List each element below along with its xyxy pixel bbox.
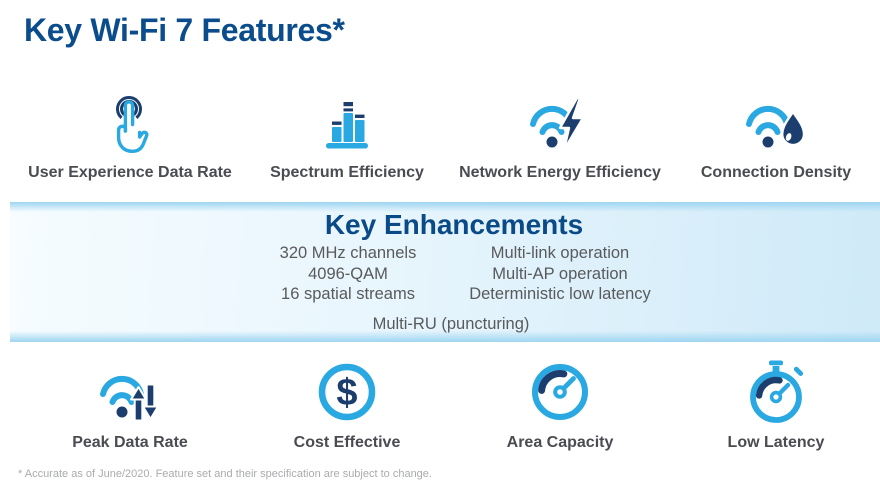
wifi-lightning-icon [530, 96, 585, 152]
wifi-drop-icon [746, 105, 806, 148]
feature-low-latency: Low Latency [666, 352, 880, 452]
dollar-circle-icon: $ [318, 363, 376, 421]
feature-user-experience-data-rate: User Experience Data Rate [20, 82, 240, 182]
dollar-glyph: $ [336, 372, 357, 414]
enhancements-columns: 320 MHz channels 4096-QAM 16 spatial str… [19, 243, 880, 305]
feature-area-capacity: Area Capacity [450, 352, 670, 452]
feature-connection-density: Connection Density [666, 82, 880, 182]
enhancement-item: 4096-QAM [308, 264, 388, 283]
page-title: Key Wi-Fi 7 Features* [24, 12, 345, 48]
enhancement-item: 16 spatial streams [281, 285, 415, 303]
footnote: * Accurate as of June/2020. Feature set … [18, 468, 432, 480]
feature-spectrum-efficiency: Spectrum Efficiency [237, 82, 457, 182]
feature-label: Cost Effective [293, 434, 401, 451]
feature-label: Low Latency [727, 434, 825, 451]
stopwatch-icon [750, 360, 804, 423]
feature-label: Spectrum Efficiency [270, 164, 424, 181]
feature-network-energy-efficiency: Network Energy Efficiency [450, 82, 670, 182]
enhancements-left-column: 320 MHz channels 4096-QAM 16 spatial str… [242, 243, 454, 305]
gauge-icon [532, 364, 588, 420]
feature-label: Peak Data Rate [72, 434, 188, 451]
enhancements-right-column: Multi-link operation Multi-AP operation … [454, 243, 666, 305]
enhancement-item: Multi-AP operation [492, 264, 628, 283]
enhancement-item: Multi-link operation [490, 244, 630, 262]
feature-label: Connection Density [700, 164, 852, 181]
enhancement-item: Deterministic low latency [469, 285, 651, 303]
feature-label: Network Energy Efficiency [459, 164, 661, 181]
key-enhancements-panel: Key Enhancements 320 MHz channels 4096-Q… [10, 202, 880, 342]
feature-peak-data-rate: Peak Data Rate [20, 352, 240, 452]
feature-cost-effective: $ Cost Effective [237, 352, 457, 452]
wifi-arrows-icon [100, 375, 159, 420]
enhancement-item: 320 MHz channels [279, 244, 417, 262]
enhancement-item-center: Multi-RU (puncturing) [372, 314, 530, 333]
tap-icon [116, 96, 149, 153]
key-enhancements-heading: Key Enhancements [324, 209, 584, 240]
bar-chart-icon [326, 102, 368, 149]
feature-label: User Experience Data Rate [28, 164, 232, 181]
feature-label: Area Capacity [506, 434, 614, 451]
